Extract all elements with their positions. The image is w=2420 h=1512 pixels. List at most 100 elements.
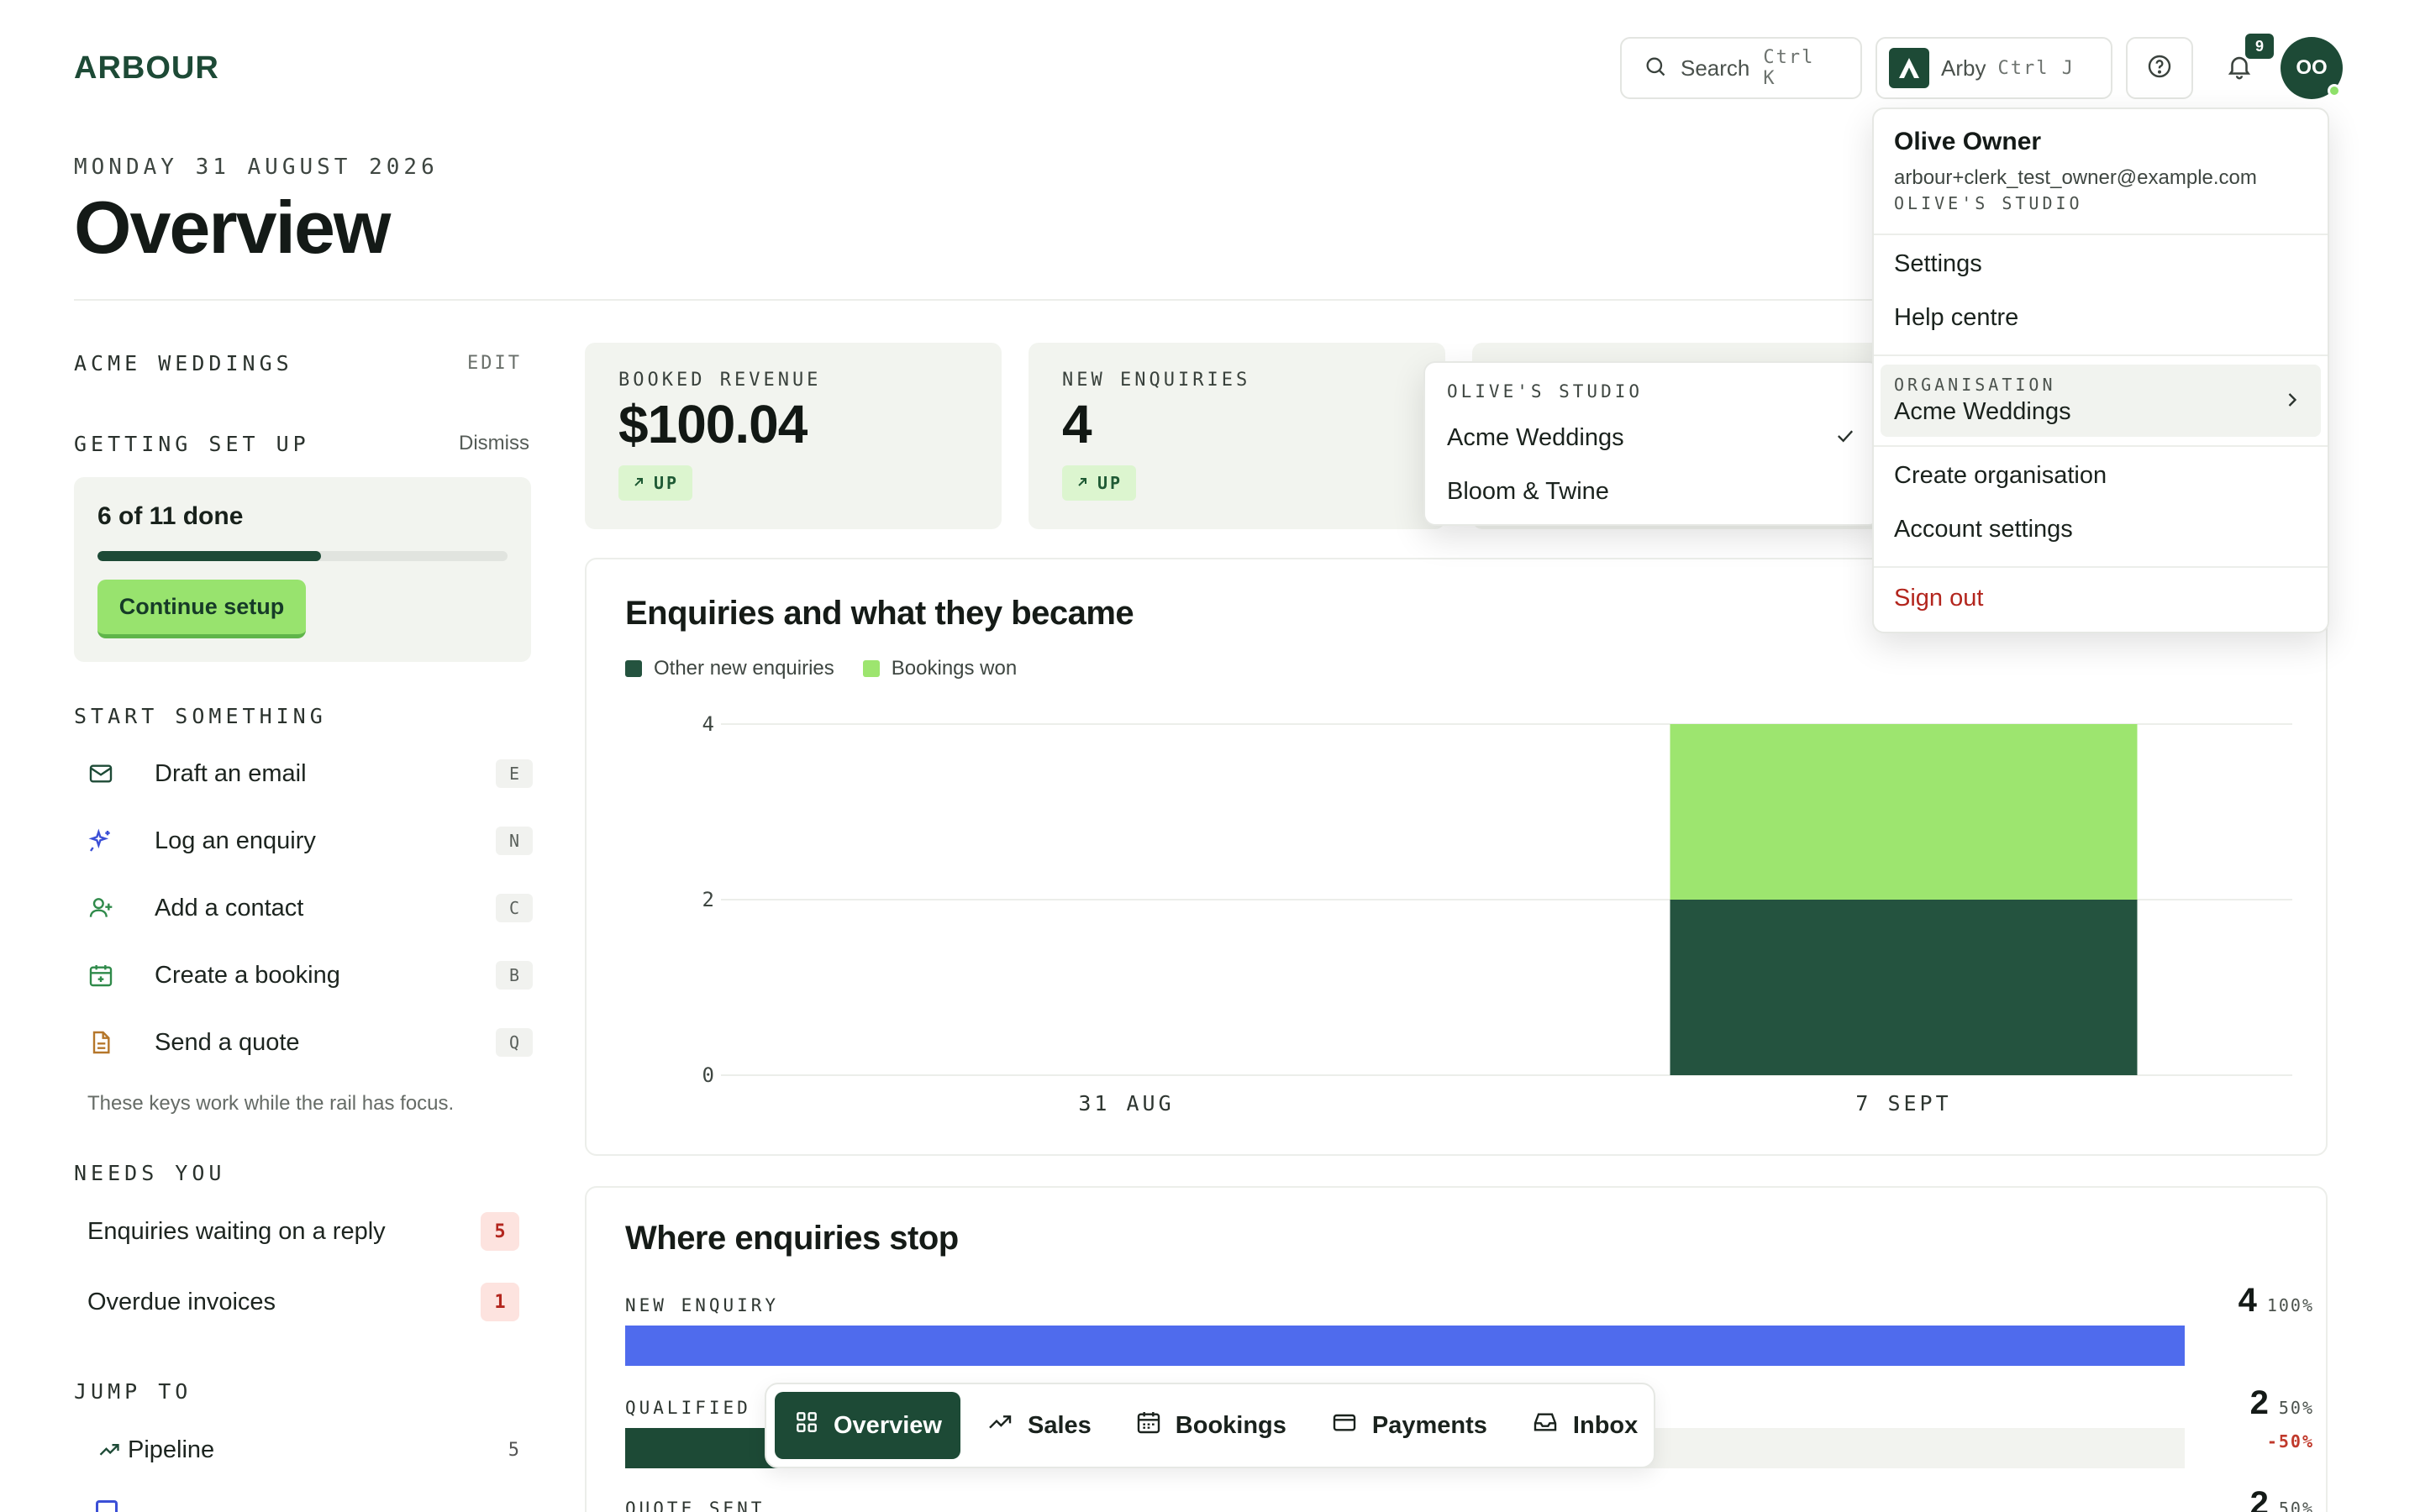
nav-inbox[interactable]: Inbox: [1512, 1392, 1656, 1459]
calendar-icon: [1135, 1409, 1162, 1442]
action-label: Send a quote: [155, 1028, 300, 1056]
sparkle-icon: [87, 827, 134, 854]
needs-count-badge: 5: [481, 1212, 519, 1251]
jump-to-heading: JUMP TO: [74, 1379, 192, 1404]
menu-divider: [1874, 566, 2328, 568]
online-status-dot: [2328, 84, 2341, 97]
trend-up-badge: UP: [1062, 465, 1137, 501]
stacked-bar-chart: 0 2 4 31 AUG 7 SEPT: [702, 712, 2292, 1116]
funnel-title: Where enquiries stop: [625, 1220, 959, 1257]
setup-progress-text: 6 of 11 done: [97, 502, 244, 530]
shortcut-key: B: [496, 961, 533, 990]
needs-count-badge: 1: [481, 1283, 519, 1321]
user-studio: OLIVE'S STUDIO: [1894, 193, 2083, 213]
needs-label: Overdue invoices: [87, 1288, 276, 1315]
action-log-enquiry[interactable]: Log an enquiry N: [87, 816, 533, 866]
page-title: Overview: [74, 186, 391, 269]
funnel-value: 2: [2249, 1384, 2269, 1421]
funnel-stage-stats: 2 50%: [2205, 1384, 2314, 1422]
nav-sales[interactable]: Sales: [967, 1392, 1110, 1459]
menu-organisation[interactable]: ORGANISATION Acme Weddings: [1881, 365, 2321, 437]
menu-create-organisation[interactable]: Create organisation: [1894, 462, 2107, 489]
y-tick-label: 0: [702, 1063, 714, 1087]
trend-icon: [96, 1438, 123, 1466]
org-option-bloom[interactable]: Bloom & Twine: [1432, 465, 1872, 517]
funnel-bar: [625, 1326, 2185, 1366]
menu-settings[interactable]: Settings: [1894, 250, 1982, 277]
setup-progress-bar: [97, 551, 508, 561]
nav-payments[interactable]: Payments: [1312, 1392, 1506, 1459]
needs-item-enquiries[interactable]: Enquiries waiting on a reply 5: [87, 1208, 519, 1255]
app-logo[interactable]: ARBOUR: [74, 50, 219, 86]
notifications-count-badge: 9: [2245, 34, 2274, 59]
shortcut-key: C: [496, 894, 533, 922]
action-label: Create a booking: [155, 961, 340, 989]
funnel-track: [625, 1326, 2185, 1366]
org-option-acme[interactable]: Acme Weddings: [1432, 412, 1872, 464]
setup-heading: GETTING SET UP: [74, 432, 310, 456]
stat-label: NEW ENQUIRIES: [1062, 370, 1251, 391]
funnel-percent: 50%: [2278, 1398, 2314, 1418]
needs-item-invoices[interactable]: Overdue invoices 1: [87, 1278, 519, 1326]
keys-note: These keys work while the rail has focus…: [87, 1092, 455, 1115]
action-draft-email[interactable]: Draft an email E: [87, 748, 533, 799]
nav-label: Inbox: [1572, 1411, 1639, 1439]
arrow-up-right-icon: [1076, 473, 1089, 493]
mail-icon: [87, 760, 134, 787]
x-tick-label: 31 AUG: [1078, 1091, 1174, 1116]
nav-overview[interactable]: Overview: [775, 1392, 960, 1459]
grid-icon: [793, 1409, 820, 1442]
shortcut-key: N: [496, 827, 533, 855]
submenu-heading: OLIVE'S STUDIO: [1447, 381, 1644, 402]
x-tick-label: 7 SEPT: [1855, 1091, 1951, 1116]
help-button[interactable]: [2126, 37, 2193, 99]
dismiss-setup-link[interactable]: Dismiss: [459, 432, 529, 454]
nav-bookings[interactable]: Bookings: [1117, 1392, 1305, 1459]
search-shortcut: Ctrl K: [1763, 47, 1815, 89]
legend-item: Bookings won: [862, 657, 1017, 680]
nav-label: Payments: [1371, 1411, 1487, 1439]
jump-label: Pipeline: [128, 1436, 215, 1463]
check-icon: [1833, 424, 1857, 452]
stat-value: 4: [1062, 394, 1092, 454]
jump-item-pipeline[interactable]: Pipeline 5: [87, 1426, 519, 1473]
action-send-quote[interactable]: Send a quote Q: [87, 1017, 533, 1068]
search-icon: [1644, 55, 1667, 82]
menu-account-settings[interactable]: Account settings: [1894, 516, 2073, 543]
menu-sign-out[interactable]: Sign out: [1894, 585, 1984, 612]
page-date: MONDAY 31 AUGUST 2026: [74, 155, 439, 180]
nav-label: Sales: [1027, 1411, 1092, 1439]
notifications-button[interactable]: [2215, 44, 2264, 92]
bar-segment: [1670, 900, 2138, 1075]
continue-setup-button[interactable]: Continue setup: [97, 580, 306, 638]
stat-value: $100.04: [618, 394, 808, 454]
stat-label: BOOKED REVENUE: [618, 370, 822, 391]
bell-icon: [2225, 52, 2254, 85]
legend-swatch: [625, 660, 642, 677]
assistant-button[interactable]: Arby Ctrl J: [1876, 37, 2112, 99]
calendar-plus-icon: [87, 962, 134, 989]
document-icon: [87, 1029, 134, 1056]
arrow-up-right-icon: [632, 473, 645, 493]
nav-label: Bookings: [1175, 1411, 1286, 1439]
inbox-icon: [96, 1500, 118, 1512]
action-create-booking[interactable]: Create a booking B: [87, 950, 533, 1000]
card-icon: [1330, 1409, 1359, 1442]
edit-org-link[interactable]: EDIT: [467, 353, 522, 374]
menu-help-centre[interactable]: Help centre: [1894, 304, 2019, 331]
action-label: Add a contact: [155, 894, 304, 921]
bar-segment: [1670, 724, 2138, 900]
user-name: Olive Owner: [1894, 128, 2042, 155]
trend-label: UP: [654, 473, 680, 493]
funnel-stage-label: QUOTE SENT: [625, 1499, 765, 1512]
shortcut-key: Q: [496, 1028, 533, 1057]
enquiries-chart-card: Enquiries and what they became Other new…: [585, 558, 2328, 1156]
y-tick-label: 2: [702, 888, 714, 911]
funnel-value: 2: [2249, 1485, 2269, 1512]
bottom-nav: Overview Sales Bookings Payments Inbox: [765, 1383, 1655, 1468]
jump-count: 5: [508, 1439, 519, 1461]
search-button[interactable]: Search Ctrl K: [1620, 37, 1862, 99]
user-plus-icon: [87, 895, 134, 921]
org-submenu: OLIVE'S STUDIO Acme Weddings Bloom & Twi…: [1423, 361, 1881, 526]
action-add-contact[interactable]: Add a contact C: [87, 883, 533, 933]
